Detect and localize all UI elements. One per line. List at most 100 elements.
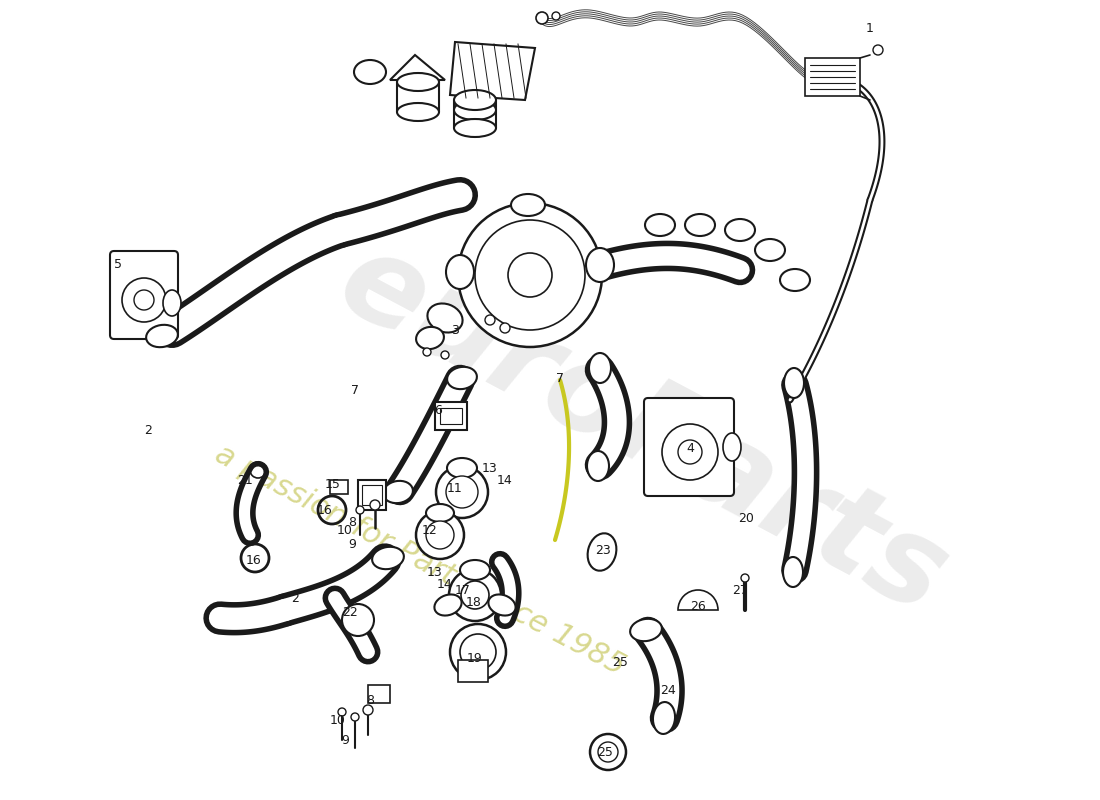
Circle shape bbox=[458, 203, 602, 347]
Circle shape bbox=[134, 290, 154, 310]
Text: 18: 18 bbox=[466, 595, 482, 609]
Bar bbox=[434, 402, 468, 430]
Text: 27: 27 bbox=[733, 583, 748, 597]
Bar bbox=[440, 408, 462, 424]
Circle shape bbox=[590, 734, 626, 770]
Ellipse shape bbox=[397, 73, 439, 91]
Text: 14: 14 bbox=[437, 578, 453, 590]
Ellipse shape bbox=[588, 353, 610, 383]
Bar bbox=[458, 660, 488, 682]
Text: 7: 7 bbox=[351, 383, 359, 397]
Text: 1: 1 bbox=[866, 22, 873, 34]
Ellipse shape bbox=[454, 100, 496, 120]
Circle shape bbox=[338, 708, 346, 716]
Circle shape bbox=[122, 278, 166, 322]
Bar bbox=[330, 480, 348, 494]
Ellipse shape bbox=[587, 451, 609, 481]
Text: 12: 12 bbox=[422, 523, 438, 537]
Ellipse shape bbox=[784, 368, 804, 398]
Circle shape bbox=[351, 713, 359, 721]
Text: 22: 22 bbox=[342, 606, 358, 618]
FancyBboxPatch shape bbox=[644, 398, 734, 496]
Text: 8: 8 bbox=[366, 694, 374, 706]
Text: 19: 19 bbox=[468, 651, 483, 665]
Ellipse shape bbox=[428, 303, 463, 333]
Text: 10: 10 bbox=[337, 523, 353, 537]
Circle shape bbox=[873, 45, 883, 55]
Ellipse shape bbox=[653, 702, 675, 734]
Circle shape bbox=[426, 521, 454, 549]
Ellipse shape bbox=[426, 504, 454, 522]
Text: 16: 16 bbox=[317, 503, 333, 517]
Text: 2: 2 bbox=[292, 591, 299, 605]
Text: 17: 17 bbox=[455, 583, 471, 597]
Ellipse shape bbox=[587, 534, 616, 570]
Circle shape bbox=[500, 323, 510, 333]
Bar bbox=[454, 100, 496, 128]
Text: 5: 5 bbox=[114, 258, 122, 271]
Polygon shape bbox=[450, 42, 535, 100]
Ellipse shape bbox=[685, 214, 715, 236]
Ellipse shape bbox=[372, 547, 404, 569]
Wedge shape bbox=[678, 590, 718, 610]
Circle shape bbox=[678, 440, 702, 464]
Ellipse shape bbox=[447, 367, 477, 389]
Text: 10: 10 bbox=[330, 714, 345, 726]
Circle shape bbox=[508, 253, 552, 297]
Ellipse shape bbox=[434, 594, 462, 615]
Bar bbox=[362, 485, 382, 505]
Ellipse shape bbox=[630, 619, 662, 641]
Bar bbox=[368, 685, 390, 703]
Circle shape bbox=[450, 624, 506, 680]
Circle shape bbox=[436, 466, 488, 518]
Text: 20: 20 bbox=[738, 511, 754, 525]
Text: 9: 9 bbox=[341, 734, 349, 746]
Circle shape bbox=[416, 511, 464, 559]
Circle shape bbox=[370, 500, 379, 510]
Text: 13: 13 bbox=[427, 566, 443, 578]
FancyBboxPatch shape bbox=[110, 251, 178, 339]
Text: 16: 16 bbox=[246, 554, 262, 566]
Text: 7: 7 bbox=[556, 371, 564, 385]
Text: 13: 13 bbox=[482, 462, 498, 474]
Ellipse shape bbox=[780, 269, 810, 291]
Text: 25: 25 bbox=[612, 655, 628, 669]
Circle shape bbox=[461, 581, 490, 609]
Circle shape bbox=[475, 220, 585, 330]
Circle shape bbox=[363, 705, 373, 715]
Ellipse shape bbox=[460, 560, 490, 580]
Circle shape bbox=[449, 569, 500, 621]
Circle shape bbox=[446, 476, 478, 508]
Ellipse shape bbox=[723, 433, 741, 461]
Ellipse shape bbox=[447, 458, 477, 478]
Circle shape bbox=[485, 315, 495, 325]
Text: 11: 11 bbox=[447, 482, 463, 494]
Circle shape bbox=[662, 424, 718, 480]
Ellipse shape bbox=[586, 248, 614, 282]
Text: 8: 8 bbox=[348, 515, 356, 529]
Ellipse shape bbox=[446, 255, 474, 289]
Ellipse shape bbox=[725, 219, 755, 241]
Text: 2: 2 bbox=[144, 423, 152, 437]
Ellipse shape bbox=[454, 90, 496, 110]
Ellipse shape bbox=[397, 103, 439, 121]
Text: 6: 6 bbox=[434, 403, 442, 417]
Circle shape bbox=[342, 604, 374, 636]
Ellipse shape bbox=[783, 557, 803, 587]
Ellipse shape bbox=[488, 594, 516, 615]
Circle shape bbox=[424, 348, 431, 356]
Bar bbox=[358, 480, 386, 510]
Text: 24: 24 bbox=[660, 683, 675, 697]
Bar bbox=[805, 58, 860, 96]
Ellipse shape bbox=[454, 119, 496, 137]
Polygon shape bbox=[390, 55, 446, 80]
Text: 26: 26 bbox=[690, 599, 706, 613]
Ellipse shape bbox=[416, 327, 444, 349]
Text: 21: 21 bbox=[238, 474, 253, 486]
Text: 9: 9 bbox=[348, 538, 356, 551]
Text: euroParts: euroParts bbox=[320, 221, 967, 639]
Ellipse shape bbox=[383, 481, 412, 503]
Ellipse shape bbox=[755, 239, 785, 261]
Ellipse shape bbox=[512, 194, 544, 216]
Circle shape bbox=[741, 574, 749, 582]
